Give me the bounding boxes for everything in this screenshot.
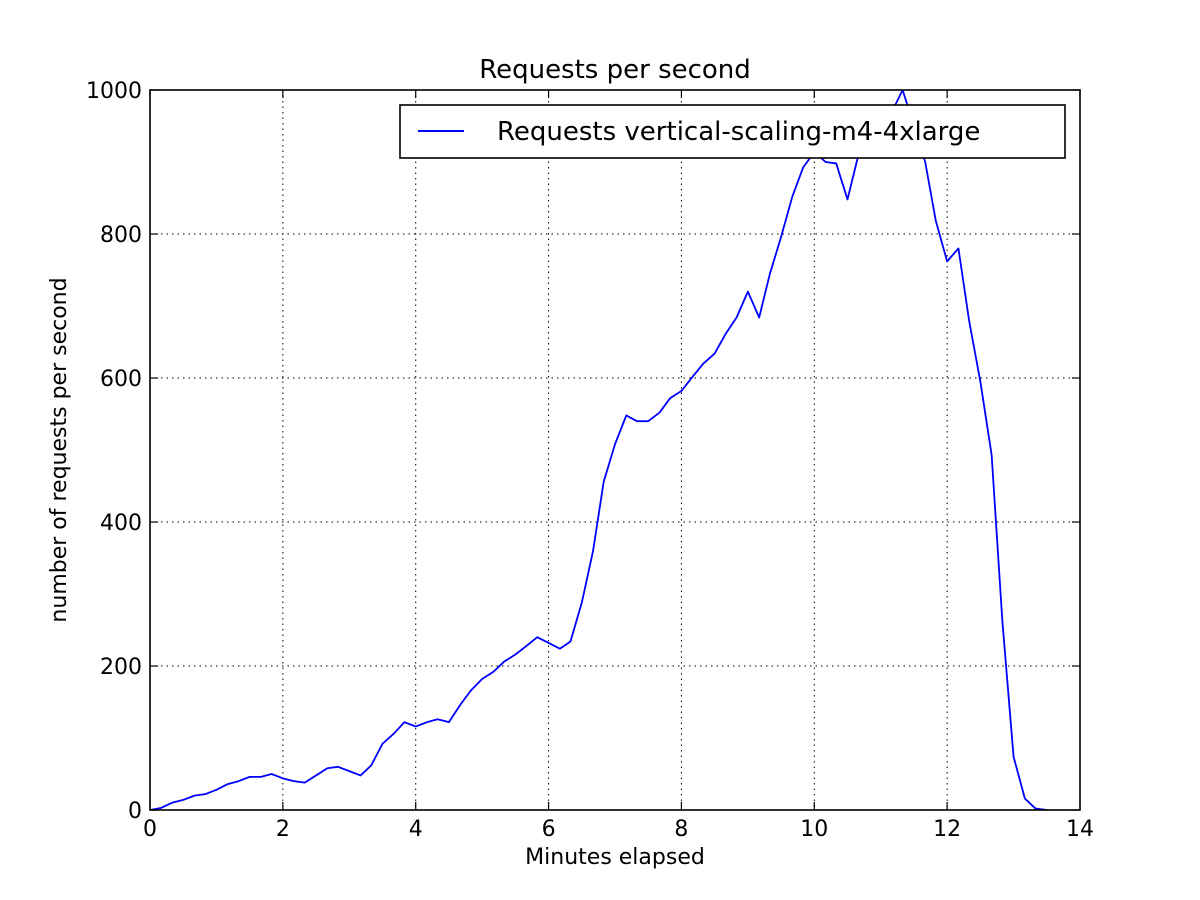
legend-box xyxy=(399,104,1066,159)
plot-frame xyxy=(149,89,1081,811)
tick-layer: 0 2 4 6 8 10 12 14 0 200 400 600 800 1000 xyxy=(86,79,1094,842)
y-tick-label: 200 xyxy=(100,655,142,680)
y-tick-label: 1000 xyxy=(86,79,142,104)
y-tick-label: 600 xyxy=(100,367,142,392)
y-tick-label: 400 xyxy=(100,511,142,536)
chart-title: Requests per second xyxy=(479,55,751,85)
series-line xyxy=(150,90,1047,810)
x-tick-label: 2 xyxy=(276,817,290,842)
x-tick-label: 6 xyxy=(542,817,556,842)
grid-layer xyxy=(150,90,1080,810)
legend: Requests vertical-scaling-m4-4xlarge xyxy=(399,104,1066,159)
x-axis-label: Minutes elapsed xyxy=(525,845,705,870)
x-tick-label: 8 xyxy=(674,817,688,842)
x-tick-label: 14 xyxy=(1066,817,1094,842)
y-axis-label: number of requests per second xyxy=(47,277,72,622)
y-tick-label: 800 xyxy=(100,223,142,248)
x-tick-label: 0 xyxy=(143,817,157,842)
legend-label: Requests vertical-scaling-m4-4xlarge xyxy=(497,117,980,147)
x-tick-label: 10 xyxy=(800,817,828,842)
series-layer xyxy=(150,90,1047,810)
y-tick-label: 0 xyxy=(128,799,142,824)
x-tick-label: 4 xyxy=(409,817,423,842)
x-tick-label: 12 xyxy=(933,817,961,842)
